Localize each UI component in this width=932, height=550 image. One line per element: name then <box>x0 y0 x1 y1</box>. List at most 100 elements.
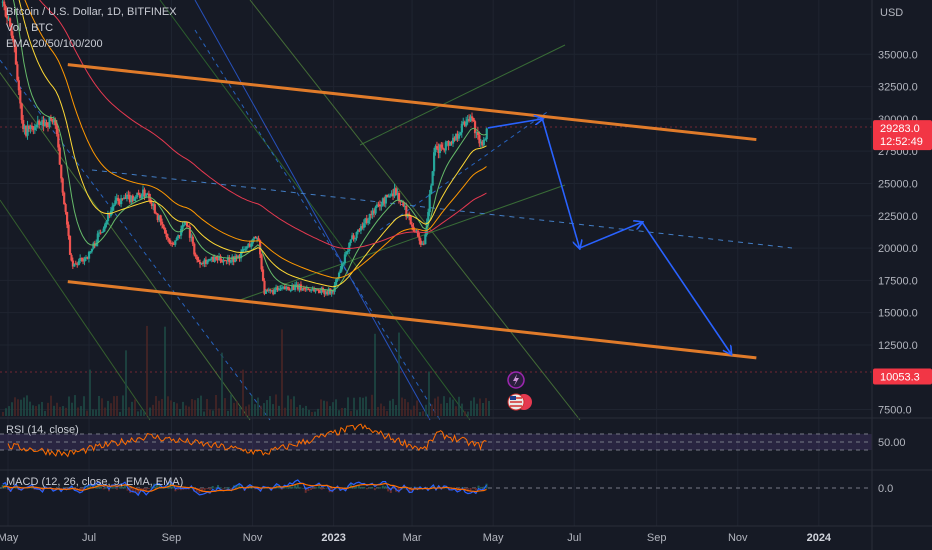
candle <box>354 238 357 240</box>
volume-bar <box>233 402 235 416</box>
ema-legend[interactable]: EMA 20/50/100/200 <box>6 38 103 50</box>
volume-bar <box>206 398 208 416</box>
candle <box>244 248 247 250</box>
macd-histogram-bar <box>286 487 289 489</box>
volume-bar <box>104 407 106 416</box>
candle <box>115 197 118 201</box>
candle <box>377 204 380 206</box>
volume-bar <box>2 411 4 416</box>
volume-bar <box>131 401 133 416</box>
volume-bar <box>65 407 67 416</box>
candle <box>275 287 278 290</box>
candle <box>49 117 53 120</box>
candle <box>89 251 92 253</box>
candle <box>193 243 196 255</box>
macd-histogram-bar <box>238 483 241 489</box>
candle <box>171 242 174 244</box>
volume-bar <box>5 408 7 416</box>
macd-histogram-bar <box>315 487 318 489</box>
volume-bar <box>389 400 391 416</box>
macd-histogram-bar <box>222 488 225 489</box>
candle <box>307 288 310 290</box>
macd-histogram-bar <box>102 488 105 490</box>
macd-histogram-bar <box>118 486 121 489</box>
macd-histogram-bar <box>360 486 363 489</box>
candle <box>358 229 361 231</box>
macd-histogram-bar <box>195 488 198 493</box>
macd-label[interactable]: MACD (12, 26, close, 9, EMA, EMA) <box>6 476 184 488</box>
candle <box>181 225 184 229</box>
candle <box>405 205 408 217</box>
volume-bar <box>269 396 271 416</box>
candle <box>188 226 192 238</box>
macd-histogram-bar <box>278 486 281 489</box>
volume-bar <box>470 400 472 416</box>
candle <box>431 171 434 186</box>
macd-histogram-bar <box>408 488 411 493</box>
volume-bar <box>341 407 343 416</box>
candle <box>55 125 58 135</box>
candle <box>397 193 401 201</box>
volume-bar <box>476 403 478 416</box>
volume-bar <box>41 401 43 416</box>
candle <box>359 226 363 231</box>
candle <box>294 284 297 290</box>
candle <box>318 290 322 293</box>
volume-bar <box>50 395 52 416</box>
volume-bar <box>422 411 424 416</box>
candle <box>101 232 104 234</box>
volume-bar <box>125 350 127 416</box>
candle <box>443 148 446 151</box>
candle <box>152 204 155 206</box>
candle <box>278 288 281 291</box>
time-tick-label: Sep <box>162 532 182 544</box>
macd-histogram-bar <box>357 485 360 489</box>
volume-bar <box>113 396 115 416</box>
candle <box>165 233 168 238</box>
candle <box>485 128 488 140</box>
volume-bar <box>287 395 289 416</box>
macd-histogram-bar <box>171 486 174 489</box>
alert-price-value: 10053.3 <box>880 372 920 384</box>
volume-bar <box>377 407 379 416</box>
candle <box>136 192 139 198</box>
macd-histogram-bar <box>355 485 358 489</box>
candle <box>128 195 132 203</box>
candle <box>465 121 468 126</box>
candle <box>473 121 477 134</box>
candle <box>469 116 472 121</box>
candle <box>291 285 294 291</box>
volume-bar <box>455 406 457 416</box>
candle <box>106 213 110 222</box>
candle <box>61 178 64 193</box>
volume-bar <box>395 405 397 416</box>
volume-bar <box>155 396 157 416</box>
volume-bar <box>35 406 37 416</box>
trend-line <box>194 0 431 421</box>
volume-bar <box>68 396 70 416</box>
candle <box>481 141 484 146</box>
volume-bar <box>374 333 376 416</box>
rsi-label[interactable]: RSI (14, close) <box>6 424 79 436</box>
candle <box>390 193 393 196</box>
volume-bar <box>92 409 94 416</box>
candle <box>35 124 38 128</box>
volume-bar <box>326 401 328 416</box>
volume-bar <box>353 397 355 416</box>
candle <box>235 255 238 259</box>
volume-bar <box>71 402 73 416</box>
macd-histogram-bar <box>86 484 89 489</box>
candle <box>168 238 171 243</box>
candle <box>169 242 173 244</box>
macd-histogram-bar <box>347 485 350 489</box>
volume-bar <box>164 326 166 416</box>
trend-line <box>249 0 581 421</box>
volume-bar <box>344 407 346 416</box>
macd-histogram-bar <box>376 487 379 489</box>
macd-histogram-bar <box>480 487 483 489</box>
volume-legend[interactable]: Vol · BTC <box>6 22 54 34</box>
candle <box>356 229 360 233</box>
macd-histogram-bar <box>320 488 323 490</box>
symbol-legend[interactable]: Bitcoin / U.S. Dollar, 1D, BITFINEX <box>6 6 177 18</box>
